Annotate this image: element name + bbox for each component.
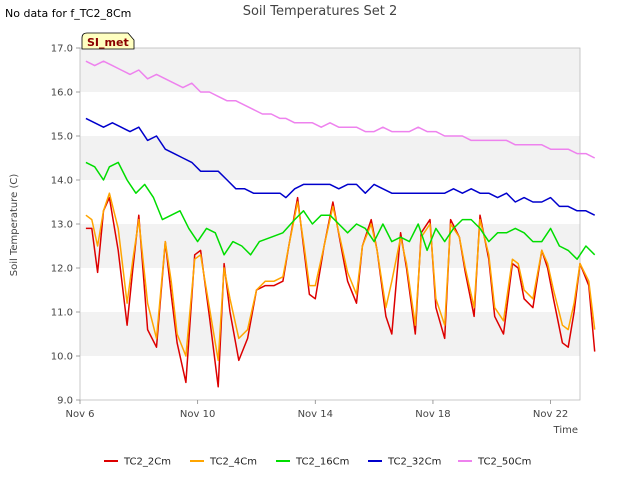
y-axis-ticks: 9.0 10.0 11.0 12.0 13.0 14.0 15.0 16.0 17.0: [51, 44, 80, 407]
y-tick-label: 12.0: [51, 264, 73, 275]
x-tick-label: Nov 6: [65, 409, 94, 420]
series-line-tc2-2cm: [85, 196, 596, 388]
y-tick-label: 11.0: [51, 308, 73, 319]
series-lines: [85, 60, 596, 388]
y-tick-label: 10.0: [51, 352, 73, 363]
grid-band: [80, 268, 580, 312]
grid-bands: [80, 48, 580, 400]
grid-band: [80, 92, 580, 136]
legend-label: TC2_32Cm: [387, 457, 441, 468]
series-line-tc2-4cm: [85, 192, 596, 362]
y-tick-label: 17.0: [51, 44, 73, 55]
grid-band: [80, 136, 580, 180]
y-tick-label: 16.0: [51, 88, 73, 99]
grid-band: [80, 224, 580, 268]
x-axis-label: Time: [553, 425, 578, 436]
legend-label: TC2_16Cm: [295, 457, 349, 468]
y-tick-label: 9.0: [57, 396, 73, 407]
badge-label: SI_met: [87, 36, 129, 49]
grid-band: [80, 48, 580, 92]
x-tick-label: Nov 22: [533, 409, 568, 420]
no-data-note: No data for f_TC2_8Cm: [5, 7, 132, 20]
badge-shape: [81, 32, 135, 50]
legend-label: TC2_4Cm: [209, 457, 257, 468]
y-axis-label: Soil Temperature (C): [9, 174, 20, 277]
legend-label: TC2_2Cm: [123, 457, 171, 468]
site-badge: SI_met: [81, 32, 135, 50]
series-line-tc2-16cm: [85, 161, 596, 260]
chart-title: Soil Temperatures Set 2: [243, 4, 398, 19]
series-line-tc2-50cm: [85, 60, 596, 159]
series-line-tc2-32cm: [85, 117, 596, 216]
legend-label: TC2_50Cm: [477, 457, 531, 468]
x-tick-label: Nov 14: [298, 409, 333, 420]
y-tick-label: 14.0: [51, 176, 73, 187]
x-tick-label: Nov 18: [415, 409, 450, 420]
grid-band: [80, 356, 580, 400]
y-tick-label: 15.0: [51, 132, 73, 143]
x-axis-ticks: Nov 6 Nov 10 Nov 14 Nov 18 Nov 22: [65, 400, 568, 420]
y-tick-label: 13.0: [51, 220, 73, 231]
x-tick-label: Nov 10: [180, 409, 215, 420]
legend: TC2_2Cm TC2_4Cm TC2_16Cm TC2_32Cm TC2_50Cm: [104, 457, 531, 468]
